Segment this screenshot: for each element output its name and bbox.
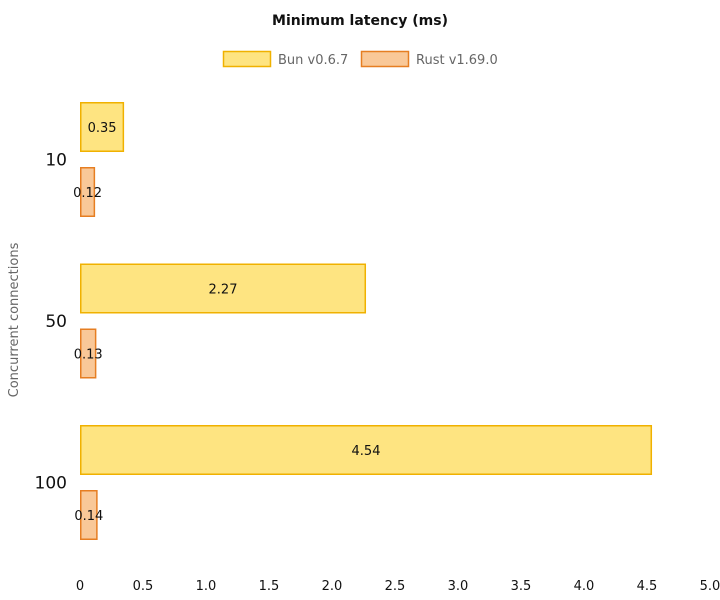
data-label-bun-100: 4.54 [352,444,381,459]
legend-swatch-rust [360,50,410,68]
bar-rust-10 [80,167,96,217]
x-tick-label-3.5: 3.5 [511,579,532,594]
data-label-rust-50: 0.13 [74,348,103,363]
x-tick-label-2.0: 2.0 [322,579,343,594]
category-label-50: 50 [45,312,67,332]
bar-rust-100 [80,490,98,540]
category-label-100: 100 [35,474,67,494]
data-label-rust-10: 0.12 [73,186,102,201]
legend: Bun v0.6.7 Rust v1.69.0 [222,50,498,69]
x-tick-label-5.0: 5.0 [700,579,720,594]
legend-item-rust[interactable]: Rust v1.69.0 [360,50,498,69]
bar-bun-100 [80,425,653,475]
data-label-rust-100: 0.14 [74,509,103,524]
bar-bun-10 [80,102,125,152]
chart-title: Minimum latency (ms) [272,13,448,29]
legend-swatch-bun [222,50,272,68]
category-label-10: 10 [45,151,67,171]
bar-bun-50 [80,263,367,314]
legend-item-bun[interactable]: Bun v0.6.7 [222,50,349,69]
plot-area: 10 0.35 0.12 50 2.27 0.13 100 4.54 0.14 0 0.5 1.0 1.… [35,102,720,594]
x-tick-label-2.5: 2.5 [385,579,406,594]
data-label-bun-50: 2.27 [209,283,238,298]
data-label-bun-10: 0.35 [88,121,117,136]
x-tick-label-1.5: 1.5 [259,579,280,594]
x-tick-label-4.0: 4.0 [574,579,595,594]
y-axis-label: Concurrent connections [7,242,22,397]
bar-rust-50 [80,328,97,379]
x-tick-label-4.5: 4.5 [637,579,658,594]
legend-label-rust: Rust v1.69.0 [416,53,498,68]
x-tick-label-0.5: 0.5 [133,579,154,594]
x-tick-label-0: 0 [76,579,84,594]
x-tick-label-3.0: 3.0 [448,579,469,594]
legend-label-bun: Bun v0.6.7 [278,53,348,68]
x-tick-label-1.0: 1.0 [196,579,217,594]
